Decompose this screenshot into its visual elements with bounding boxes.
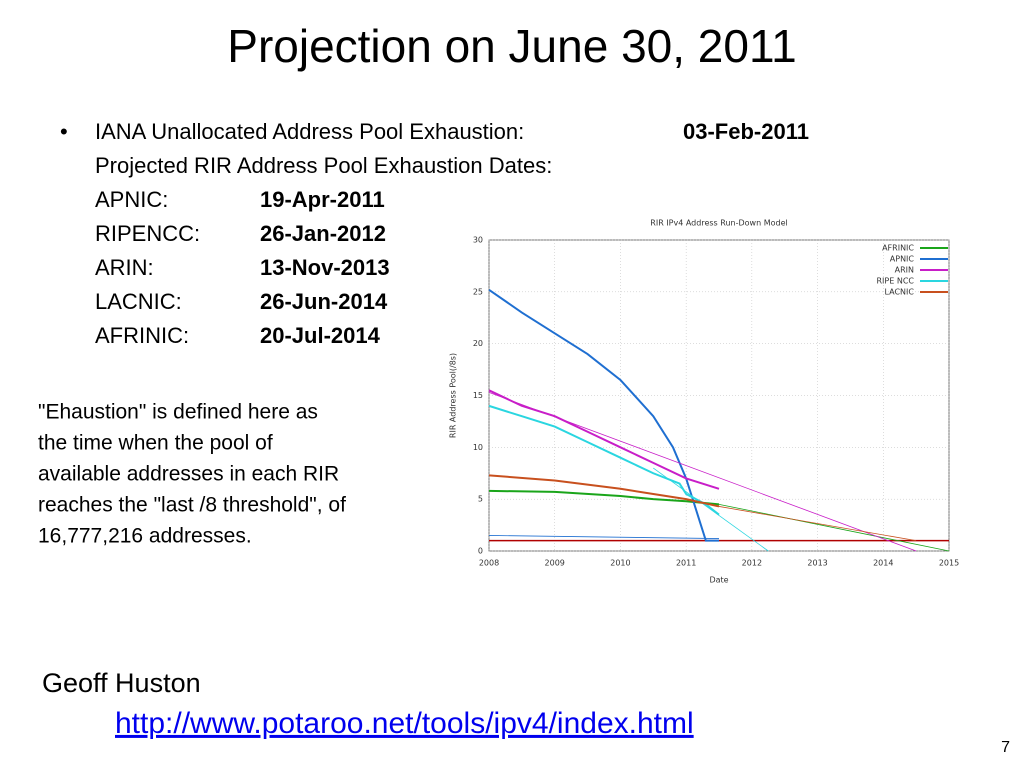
x-axis-label: Date — [709, 576, 728, 585]
series-line — [488, 404, 720, 516]
projection-line — [653, 467, 769, 552]
rir-name: AFRINIC: — [95, 323, 189, 348]
legend-label: RIPE NCC — [877, 277, 915, 286]
y-axis-label: RIR Address Pool(/8s) — [449, 353, 458, 438]
x-tick-label: 2015 — [939, 559, 959, 568]
rir-date: 19-Apr-2011 — [260, 187, 385, 212]
author: Geoff Huston — [42, 668, 201, 698]
note: "Ehaustion" is defined here as the time w… — [38, 401, 346, 548]
bullet-marker: • — [60, 119, 68, 144]
legend-label: LACNIC — [885, 288, 915, 297]
legend-label: AFRINIC — [882, 244, 914, 253]
legend-label: APNIC — [890, 255, 915, 264]
note-line: available addresses in each RIR — [38, 463, 339, 486]
rir-date: 26-Jan-2012 — [260, 221, 386, 246]
bullet-label: IANA Unallocated Address Pool Exhaustion… — [95, 119, 524, 144]
y-tick-label: 15 — [473, 391, 483, 400]
chart: RIR IPv4 Address Run-Down Model Date RIR A… — [449, 219, 960, 585]
x-tick-label: 2010 — [610, 559, 630, 568]
series-line — [488, 288, 719, 542]
x-tick-label: 2011 — [676, 559, 696, 568]
x-tick-label: 2014 — [873, 559, 893, 568]
y-tick-label: 25 — [473, 287, 483, 296]
rir-date: 13-Nov-2013 — [260, 255, 390, 280]
series-line — [488, 489, 720, 506]
y-tick-label: 30 — [473, 236, 483, 245]
x-tick-label: 2009 — [545, 559, 565, 568]
x-tick-label: 2013 — [807, 559, 827, 568]
y-tick-label: 20 — [473, 339, 483, 348]
x-tick-label: 2008 — [479, 559, 499, 568]
series-line — [488, 474, 720, 508]
y-tick-label: 0 — [478, 547, 483, 556]
note-line: 16,777,216 addresses. — [38, 525, 252, 548]
projection-line — [718, 506, 917, 542]
rir-date: 26-Jun-2014 — [260, 289, 388, 314]
rir-name: APNIC: — [95, 187, 168, 212]
rir-name: RIPENCC: — [95, 221, 200, 246]
bullet-date: 03-Feb-2011 — [683, 119, 809, 144]
legend-label: ARIN — [895, 266, 914, 275]
rir-name: LACNIC: — [95, 289, 182, 314]
series-line — [488, 389, 720, 490]
bullet-subheading: Projected RIR Address Pool Exhaustion Da… — [95, 153, 552, 178]
chart-title: RIR IPv4 Address Run-Down Model — [650, 219, 787, 228]
note-line: "Ehaustion" is defined here as — [38, 401, 318, 424]
y-tick-label: 5 — [478, 495, 483, 504]
page-number: 7 — [1001, 739, 1010, 756]
link[interactable]: http://www.potaroo.net/tools/ipv4/index.… — [115, 707, 694, 740]
y-tick-label: 10 — [473, 443, 483, 452]
projection-line — [718, 503, 950, 552]
slide-title: Projection on June 30, 2011 — [227, 20, 796, 72]
rir-list: APNIC: 19-Apr-2011 RIPENCC: 26-Jan-2012 ARIN… — [95, 187, 390, 348]
rir-date: 20-Jul-2014 — [260, 323, 381, 348]
x-tick-label: 2012 — [742, 559, 762, 568]
rir-name: ARIN: — [95, 255, 154, 280]
note-line: the time when the pool of — [38, 432, 273, 455]
note-line: reaches the "last /8 threshold", of — [38, 494, 346, 517]
projection-line — [488, 535, 720, 539]
